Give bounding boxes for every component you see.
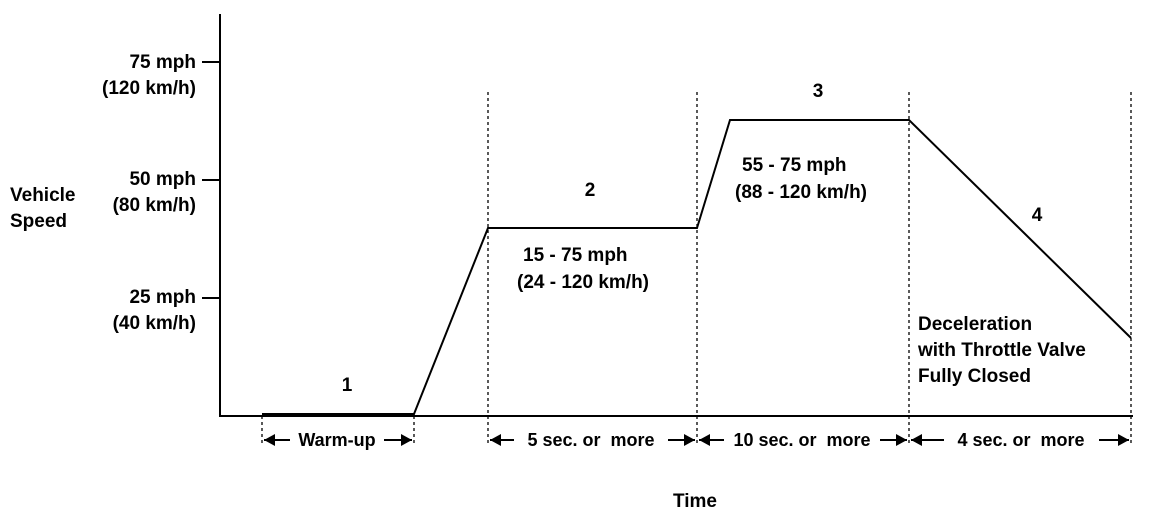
phase-4-number: 4 [1032,205,1043,226]
phase-1-number: 1 [342,375,353,396]
speed-profile-line [262,119,1132,415]
y-tick-label-25-kmh: (40 km/h) [113,313,196,334]
y-tick-label-75-kmh: (120 km/h) [102,78,196,99]
duration-label-phase-3: 10 sec. or more [733,430,870,450]
y-tick-label-50-mph: 50 mph [129,169,196,190]
phase-4-note-line3: Fully Closed [918,366,1031,387]
duration-label-phase-4: 4 sec. or more [957,430,1084,450]
x-axis-title: Time [673,491,717,512]
phase-3-speed-line2: (88 - 120 km/h) [735,182,867,203]
duration-arrow-phase-2 [490,434,695,446]
duration-label-warmup: Warm-up [298,430,375,450]
phase-3-number: 3 [813,81,824,102]
phase-4-note-line1: Deceleration [918,314,1032,335]
phase-2-number: 2 [585,180,596,201]
phase-3-speed-line1: 55 - 75 mph [742,155,847,176]
y-axis-title-line1: Vehicle [10,185,76,206]
y-axis-title-line2: Speed [10,211,67,232]
y-tick-label-25-mph: 25 mph [129,287,196,308]
phase-4-note-line2: with Throttle Valve [917,340,1086,361]
duration-label-phase-2: 5 sec. or more [527,430,654,450]
y-tick-label-75-mph: 75 mph [129,52,196,73]
duration-arrow-warmup [264,434,412,446]
duration-arrow-phase-3 [699,434,907,446]
phase-2-speed-line1: 15 - 75 mph [523,245,628,266]
duration-arrow-phase-4 [911,434,1129,446]
phase-2-speed-line2: (24 - 120 km/h) [517,272,649,293]
y-tick-label-50-kmh: (80 km/h) [113,195,196,216]
